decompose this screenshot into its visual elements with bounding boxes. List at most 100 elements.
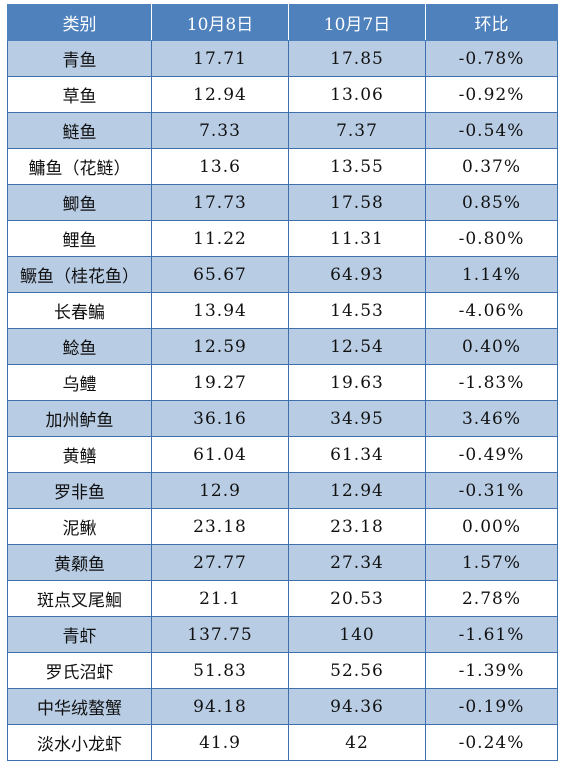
table-header-row: 类别 10月8日 10月7日 环比 — [7, 4, 558, 41]
fish-price-table: 类别 10月8日 10月7日 环比 青鱼 17.71 17.85 -0.78% 草鱼 12… — [7, 4, 558, 761]
cell-oct8-price: 51.83 — [151, 652, 289, 689]
cell-category: 加州鲈鱼 — [7, 400, 152, 437]
table-row: 青鱼 17.71 17.85 -0.78% — [7, 40, 558, 77]
cell-category: 斑点叉尾鮰 — [7, 580, 152, 617]
table-row: 草鱼 12.94 13.06 -0.92% — [7, 76, 558, 113]
cell-oct7-price: 12.94 — [288, 472, 426, 509]
cell-category: 黄鳝 — [7, 436, 152, 473]
cell-change: -0.92% — [425, 76, 558, 113]
table-row: 鳙鱼（花鲢） 13.6 13.55 0.37% — [7, 148, 558, 185]
table-row: 鳜鱼（桂花鱼） 65.67 64.93 1.14% — [7, 256, 558, 293]
table-row: 鲤鱼 11.22 11.31 -0.80% — [7, 220, 558, 257]
cell-oct8-price: 17.73 — [151, 184, 289, 221]
cell-oct7-price: 140 — [288, 616, 426, 653]
cell-oct8-price: 13.94 — [151, 292, 289, 329]
cell-oct7-price: 11.31 — [288, 220, 426, 257]
table-row: 黄颡鱼 27.77 27.34 1.57% — [7, 544, 558, 581]
price-table-container: 类别 10月8日 10月7日 环比 青鱼 17.71 17.85 -0.78% 草鱼 12… — [7, 4, 558, 761]
cell-oct7-price: 94.36 — [288, 688, 426, 725]
table-row: 加州鲈鱼 36.16 34.95 3.46% — [7, 400, 558, 437]
cell-category: 青鱼 — [7, 40, 152, 77]
cell-change: -0.31% — [425, 472, 558, 509]
cell-oct8-price: 137.75 — [151, 616, 289, 653]
cell-change: 0.85% — [425, 184, 558, 221]
cell-category: 青虾 — [7, 616, 152, 653]
cell-category: 泥鳅 — [7, 508, 152, 545]
table-row: 罗非鱼 12.9 12.94 -0.31% — [7, 472, 558, 509]
cell-change: 1.14% — [425, 256, 558, 293]
cell-oct8-price: 23.18 — [151, 508, 289, 545]
table-row: 泥鳅 23.18 23.18 0.00% — [7, 508, 558, 545]
cell-category: 草鱼 — [7, 76, 152, 113]
cell-oct8-price: 12.9 — [151, 472, 289, 509]
table-row: 长春鳊 13.94 14.53 -4.06% — [7, 292, 558, 329]
cell-oct8-price: 61.04 — [151, 436, 289, 473]
cell-oct8-price: 65.67 — [151, 256, 289, 293]
cell-change: -0.24% — [425, 724, 558, 761]
cell-oct8-price: 17.71 — [151, 40, 289, 77]
cell-oct8-price: 36.16 — [151, 400, 289, 437]
header-oct7: 10月7日 — [288, 4, 426, 41]
cell-change: 1.57% — [425, 544, 558, 581]
cell-oct8-price: 7.33 — [151, 112, 289, 149]
cell-oct8-price: 21.1 — [151, 580, 289, 617]
cell-change: 0.00% — [425, 508, 558, 545]
cell-category: 淡水小龙虾 — [7, 724, 152, 761]
cell-oct8-price: 41.9 — [151, 724, 289, 761]
cell-change: -1.39% — [425, 652, 558, 689]
table-row: 黄鳝 61.04 61.34 -0.49% — [7, 436, 558, 473]
header-category: 类别 — [7, 4, 152, 41]
table-row: 鲶鱼 12.59 12.54 0.40% — [7, 328, 558, 365]
cell-oct7-price: 14.53 — [288, 292, 426, 329]
cell-category: 中华绒螯蟹 — [7, 688, 152, 725]
cell-oct7-price: 34.95 — [288, 400, 426, 437]
cell-oct7-price: 13.06 — [288, 76, 426, 113]
cell-category: 鲤鱼 — [7, 220, 152, 257]
cell-change: 2.78% — [425, 580, 558, 617]
cell-category: 罗氏沼虾 — [7, 652, 152, 689]
cell-change: -1.61% — [425, 616, 558, 653]
cell-category: 鲶鱼 — [7, 328, 152, 365]
table-row: 鲫鱼 17.73 17.58 0.85% — [7, 184, 558, 221]
cell-category: 长春鳊 — [7, 292, 152, 329]
cell-oct7-price: 23.18 — [288, 508, 426, 545]
cell-oct7-price: 12.54 — [288, 328, 426, 365]
cell-category: 罗非鱼 — [7, 472, 152, 509]
cell-change: -0.19% — [425, 688, 558, 725]
cell-change: 0.37% — [425, 148, 558, 185]
cell-change: -0.78% — [425, 40, 558, 77]
cell-change: -4.06% — [425, 292, 558, 329]
cell-oct8-price: 19.27 — [151, 364, 289, 401]
cell-category: 乌鳢 — [7, 364, 152, 401]
cell-category: 黄颡鱼 — [7, 544, 152, 581]
cell-oct8-price: 27.77 — [151, 544, 289, 581]
table-row: 斑点叉尾鮰 21.1 20.53 2.78% — [7, 580, 558, 617]
cell-change: 3.46% — [425, 400, 558, 437]
cell-change: -0.80% — [425, 220, 558, 257]
header-change: 环比 — [425, 4, 558, 41]
cell-oct7-price: 20.53 — [288, 580, 426, 617]
cell-oct7-price: 27.34 — [288, 544, 426, 581]
cell-category: 鲢鱼 — [7, 112, 152, 149]
table-row: 乌鳢 19.27 19.63 -1.83% — [7, 364, 558, 401]
cell-oct7-price: 17.85 — [288, 40, 426, 77]
cell-oct8-price: 12.59 — [151, 328, 289, 365]
cell-oct8-price: 11.22 — [151, 220, 289, 257]
cell-oct8-price: 13.6 — [151, 148, 289, 185]
cell-oct7-price: 17.58 — [288, 184, 426, 221]
cell-category: 鳙鱼（花鲢） — [7, 148, 152, 185]
table-row: 淡水小龙虾 41.9 42 -0.24% — [7, 724, 558, 761]
cell-oct7-price: 42 — [288, 724, 426, 761]
table-body: 青鱼 17.71 17.85 -0.78% 草鱼 12.94 13.06 -0.92% 鲢鱼 7.… — [7, 40, 558, 761]
cell-change: -1.83% — [425, 364, 558, 401]
table-row: 青虾 137.75 140 -1.61% — [7, 616, 558, 653]
cell-change: 0.40% — [425, 328, 558, 365]
cell-oct8-price: 94.18 — [151, 688, 289, 725]
cell-oct7-price: 19.63 — [288, 364, 426, 401]
cell-oct7-price: 61.34 — [288, 436, 426, 473]
cell-oct7-price: 7.37 — [288, 112, 426, 149]
header-oct8: 10月8日 — [151, 4, 289, 41]
cell-change: -0.54% — [425, 112, 558, 149]
table-row: 鲢鱼 7.33 7.37 -0.54% — [7, 112, 558, 149]
cell-category: 鲫鱼 — [7, 184, 152, 221]
